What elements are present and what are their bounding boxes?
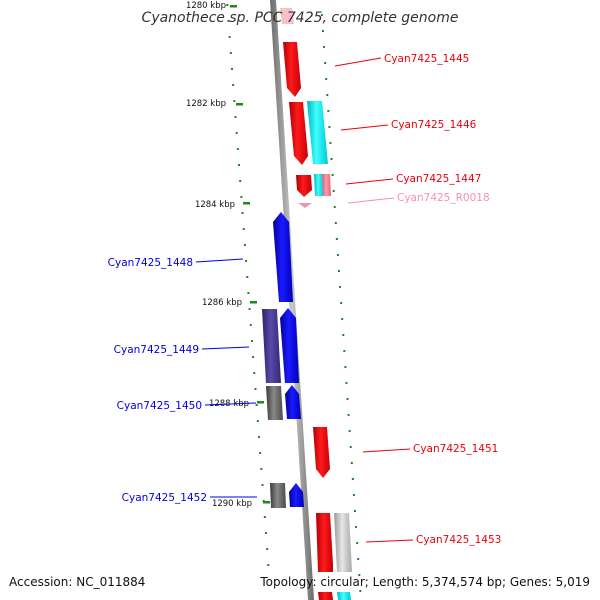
gene-leader-line [365,539,414,543]
gene-cyan7425-r0018-marker[interactable] [298,203,312,208]
gene-cyan7425-1448-arrow[interactable] [273,212,293,302]
gene-leader-line [347,197,395,204]
gene-cyan7425-1445-arrow[interactable] [283,42,301,97]
gene-leader-line [195,258,244,263]
tick-mark [250,301,257,304]
feature-cyan-bottom [337,592,351,600]
feature-gray-block-a[interactable] [266,386,283,420]
feature-red-bottom [318,592,333,600]
feature-gray-block-b[interactable] [270,483,286,508]
tick-label: 1286 kbp [202,298,242,308]
gene-cyan7425-1449-arrow[interactable] [280,308,299,383]
gene-cyan7425-1452-arrow[interactable] [289,483,304,507]
feature-cyan-block[interactable] [307,101,328,164]
tick-label: 1284 kbp [195,200,235,210]
gene-label[interactable]: Cyan7425_1447 [396,173,481,185]
tick-label: 1290 kbp [212,499,252,509]
gene-label[interactable]: Cyan7425_1452 [122,492,207,504]
gene-leader-line [204,402,257,406]
genome-title: Cyanothece sp. PCC 7425, complete genome [141,10,459,26]
gene-label[interactable]: Cyan7425_1449 [114,344,199,356]
gene-label[interactable]: Cyan7425_1445 [384,53,469,65]
gene-label[interactable]: Cyan7425_1446 [391,119,477,131]
feature-purple-block[interactable] [262,309,281,383]
accession-label: Accession: NC_011884 [9,575,146,589]
gene-cyan7425-1446-arrow[interactable] [289,102,308,165]
gc-skew-dots-right [320,14,362,592]
gene-leader-line [334,57,382,67]
gene-label[interactable]: Cyan7425_1450 [117,400,202,412]
tick-mark [263,501,270,504]
gene-label[interactable]: Cyan7425_1448 [108,257,193,269]
gene-label[interactable]: Cyan7425_1451 [413,443,498,455]
genome-summary: Topology: circular; Length: 5,374,574 bp… [260,575,590,589]
gene-cyan7425-1453-arrow[interactable] [316,513,333,572]
tick-mark [236,103,243,106]
tick-mark [257,401,264,404]
feature-pink-top [280,8,294,24]
gene-cyan7425-1451-arrow[interactable] [313,427,330,478]
gene-cyan7425-1450-arrow[interactable] [285,385,301,419]
gene-cyan7425-1447-arrow[interactable] [296,175,312,197]
feature-cyan-small[interactable] [314,174,323,196]
tick-label: 1282 kbp [186,99,226,109]
tick-mark [230,5,237,8]
gene-label[interactable]: Cyan7425_1453 [416,534,501,546]
gc-skew-dots-left [226,4,270,566]
gene-label[interactable]: Cyan7425_R0018 [397,192,490,204]
gene-leader-line [362,448,411,453]
gene-leader-line [340,124,389,131]
tick-label: 1280 kbp [186,1,226,11]
gene-leader-line [345,178,394,185]
feature-pink-small[interactable] [322,174,331,196]
gene-leader-line [201,346,250,350]
feature-lightgray-block[interactable] [334,513,352,572]
gene-labels: Cyan7425_1445 Cyan7425_1446 Cyan7425_1447 C… [108,53,502,546]
tick-mark [243,202,250,205]
